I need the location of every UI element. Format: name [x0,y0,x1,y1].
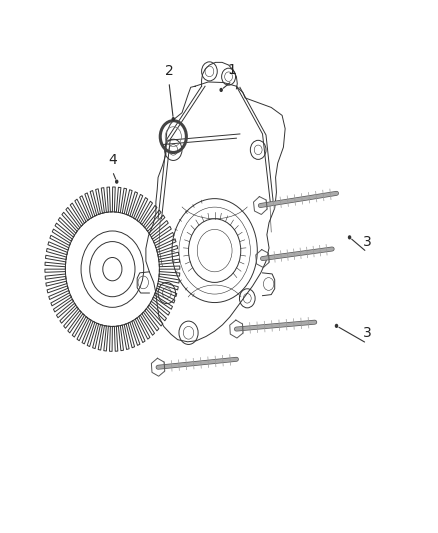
Text: 3: 3 [363,326,371,340]
Circle shape [335,324,338,328]
Text: 3: 3 [363,235,371,248]
Circle shape [115,180,118,184]
Text: 1: 1 [228,63,237,77]
Text: 2: 2 [165,64,173,78]
Text: 4: 4 [108,154,117,167]
Circle shape [172,117,175,121]
Circle shape [348,235,351,239]
Circle shape [219,88,223,92]
